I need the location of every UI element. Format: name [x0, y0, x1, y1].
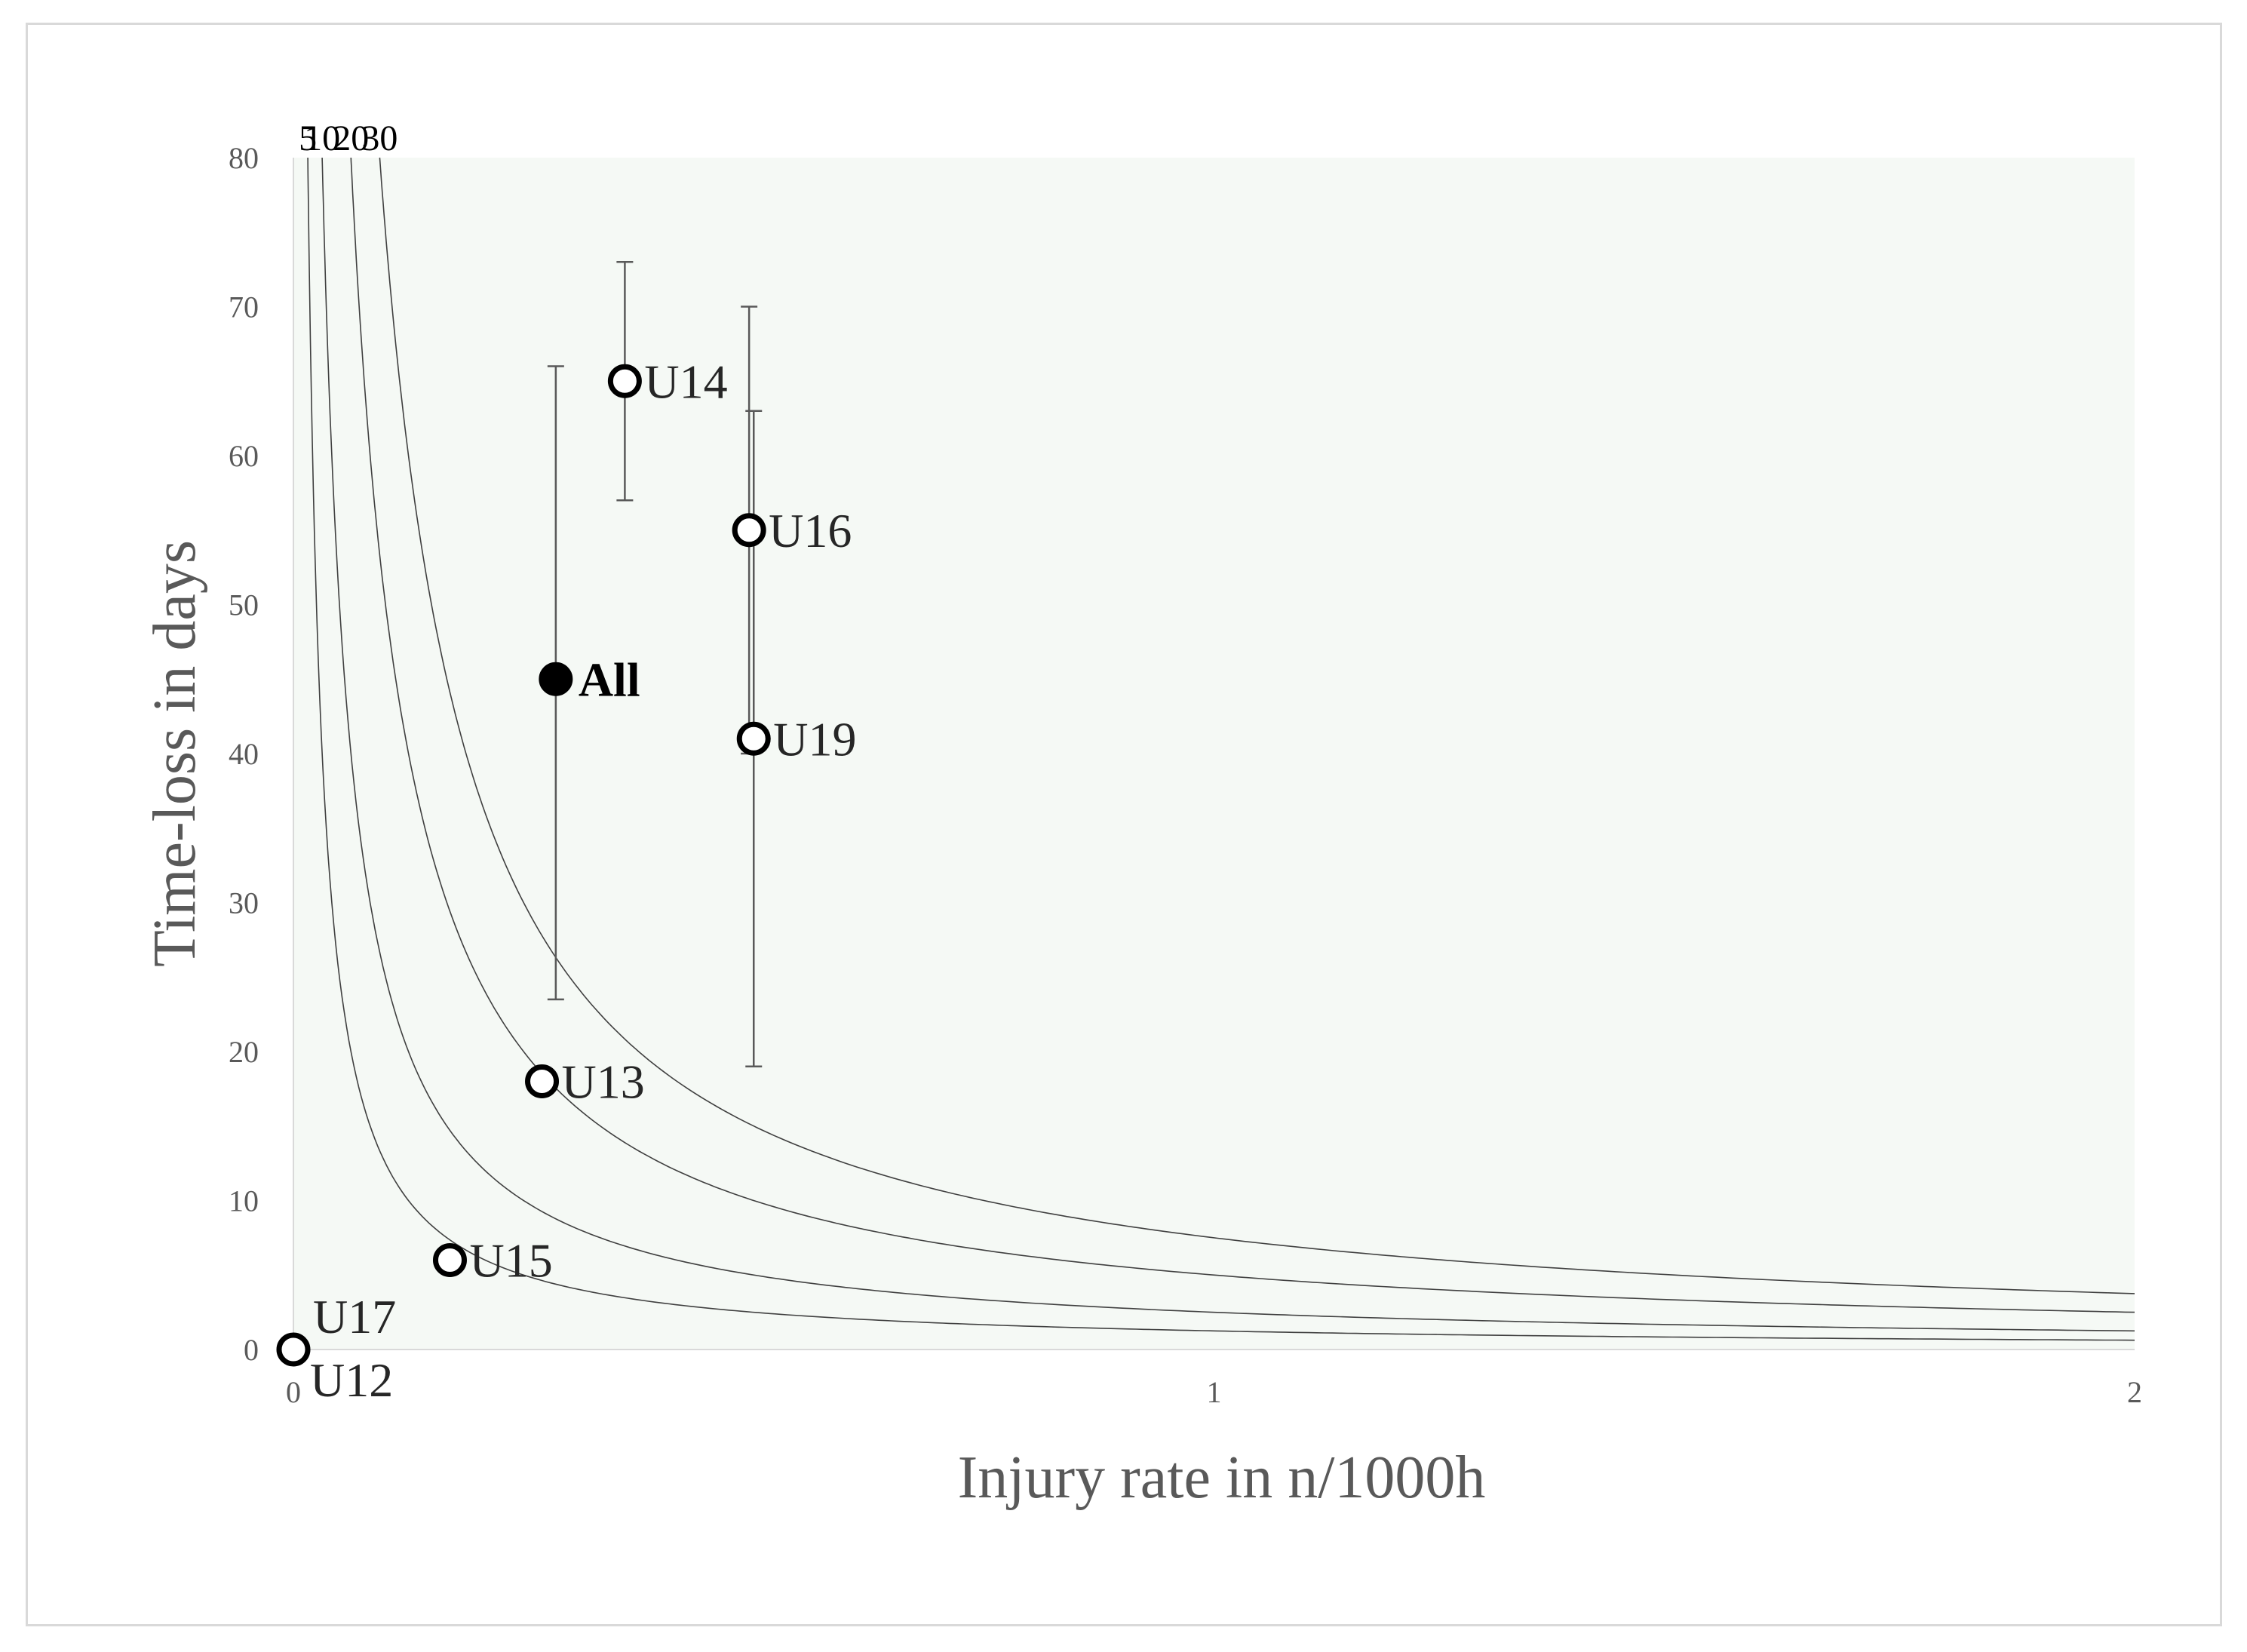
y-tick-label: 60 [229, 439, 259, 473]
point-U19 [736, 721, 771, 756]
y-tick-label: 80 [229, 141, 259, 175]
point-label-U12: U12 [310, 1353, 393, 1407]
isoline-label: 30 [361, 118, 398, 158]
point-U13 [525, 1064, 560, 1098]
point-All [539, 662, 573, 696]
x-axis-title: Injury rate in n/1000h [958, 1445, 1486, 1511]
point-U14 [607, 364, 642, 398]
point-U16 [732, 513, 766, 548]
y-tick-label: 20 [229, 1035, 259, 1069]
isoline-20 [350, 157, 2135, 1313]
y-tick-label: 30 [229, 886, 259, 920]
x-axis-ticks: 0 1 2 [286, 1375, 2142, 1409]
point-U15 [432, 1243, 467, 1277]
isoline-30 [379, 157, 2135, 1294]
y-axis-ticks: 0 10 20 30 40 50 60 70 80 [229, 141, 259, 1367]
isoline-label: 10 [304, 118, 340, 158]
y-tick-label: 50 [229, 588, 259, 622]
point-label-U13: U13 [562, 1055, 645, 1109]
x-tick-label: 0 [286, 1375, 301, 1409]
point-label-All: All [579, 653, 640, 706]
x-tick-label: 2 [2127, 1375, 2142, 1409]
y-tick-label: 70 [229, 290, 259, 324]
point-label-U19: U19 [773, 712, 856, 766]
plot-area [293, 158, 2135, 1350]
data-points [276, 364, 771, 1367]
isoline-label: 20 [333, 118, 369, 158]
y-tick-label: 40 [229, 737, 259, 771]
isoline-5 [307, 157, 2135, 1341]
point-label-U15: U15 [469, 1234, 552, 1288]
point-label-U14: U14 [644, 355, 727, 408]
y-tick-label: 0 [244, 1333, 259, 1367]
point-label-U17: U17 [313, 1290, 396, 1343]
y-axis-title: Time-loss in days [142, 540, 208, 967]
point-labels: U12 U17 U15 U13 All U14 U16 U19 [310, 355, 856, 1407]
isoline-10 [321, 157, 2135, 1332]
x-tick-label: 1 [1207, 1375, 1222, 1409]
point-U12 [276, 1332, 311, 1367]
isoline-label: 5 [299, 118, 317, 158]
y-tick-label: 10 [229, 1184, 259, 1218]
point-label-U16: U16 [769, 504, 852, 557]
